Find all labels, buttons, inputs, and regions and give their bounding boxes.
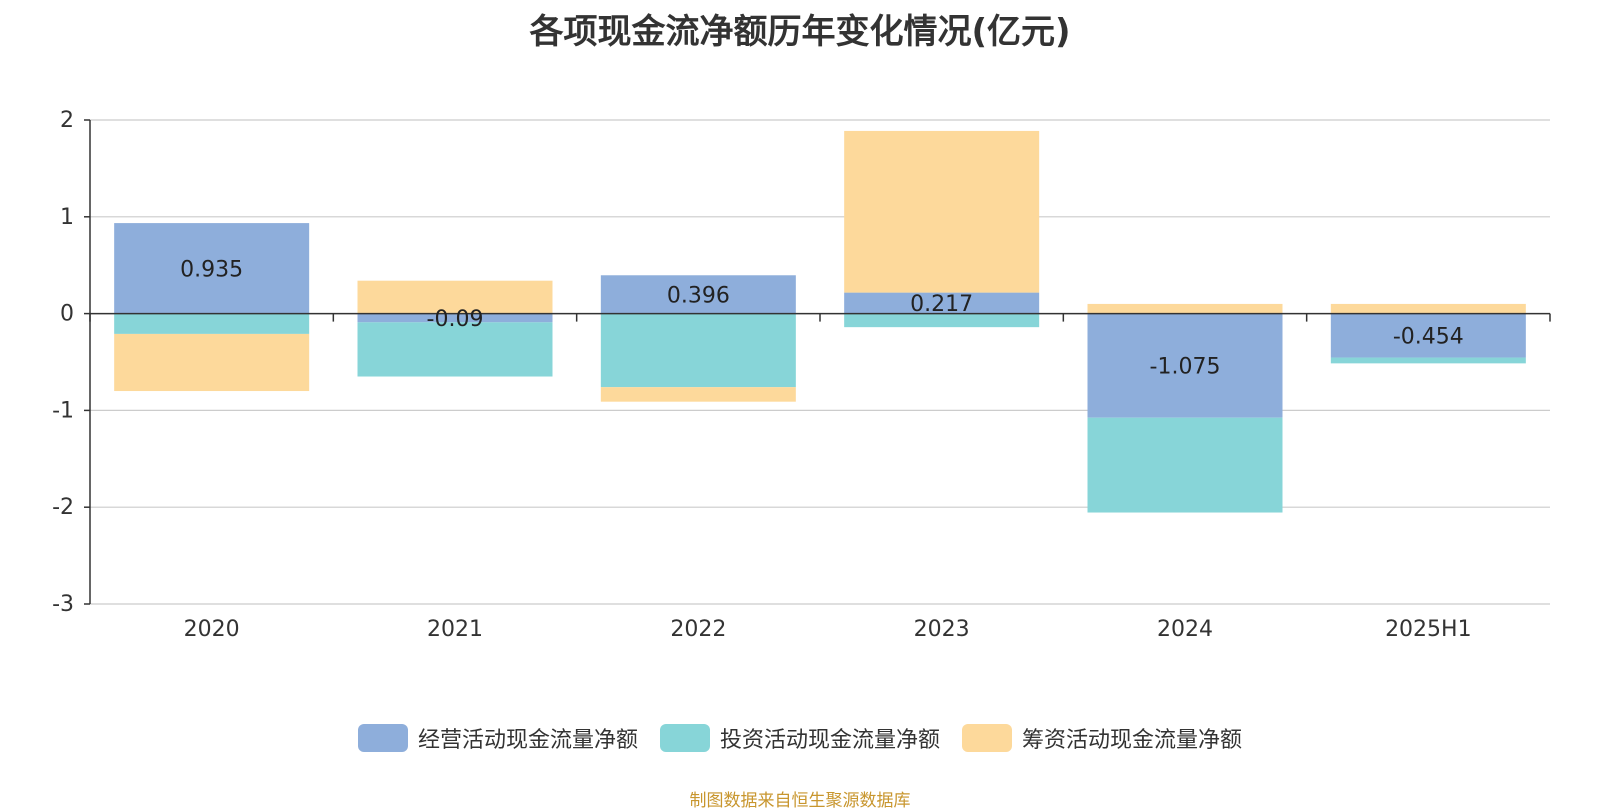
cashflow-bar-chart: 2 1 0 -1 -2 -3 2020 2021 2022 2023 2024 2025H1 0.935… [52, 108, 1551, 642]
y-tick-label: -1 [52, 398, 74, 423]
data-label: -1.075 [1150, 355, 1221, 380]
bar-operating [1087, 313, 1283, 418]
y-tick-label: 1 [60, 205, 74, 230]
bar-operating [1330, 313, 1526, 358]
chart-legend: 经营活动现金流量净额 投资活动现金流量净额 筹资活动现金流量净额 [0, 722, 1600, 754]
data-label: -0.454 [1393, 325, 1464, 350]
x-tick-label: 2023 [914, 617, 970, 642]
legend-swatch-investing [659, 724, 710, 752]
legend-swatch-operating [357, 724, 408, 752]
bar-operating [600, 275, 796, 314]
data-label: 0.217 [910, 292, 973, 317]
data-label: -0.09 [427, 307, 484, 332]
bar-financing [844, 130, 1040, 293]
y-tick-label: 2 [60, 108, 74, 133]
y-tick-label: -2 [52, 495, 74, 520]
bar-financing [357, 280, 553, 314]
data-label: 0.396 [667, 283, 730, 308]
data-source-note: 制图数据来自恒生聚源数据库 [689, 791, 911, 811]
legend-label-investing: 投资活动现金流量净额 [719, 728, 940, 753]
bar-financing [114, 333, 310, 392]
x-tick-label: 2020 [184, 617, 240, 642]
chart-title: 各项现金流净额历年变化情况(亿元) [529, 12, 1071, 52]
legend-label-financing: 筹资活动现金流量净额 [1022, 728, 1243, 753]
legend-item-financing[interactable]: 筹资活动现金流量净额 [962, 722, 1242, 754]
bar-investing [114, 313, 310, 334]
data-label: 0.935 [180, 257, 243, 282]
bar-investing [1330, 357, 1526, 364]
legend-item-operating[interactable]: 经营活动现金流量净额 [357, 722, 638, 754]
bar-investing [600, 313, 796, 388]
bar-investing [357, 322, 553, 377]
legend-swatch-financing [962, 724, 1012, 752]
bar-investing [1087, 417, 1283, 513]
x-tick-label: 2024 [1157, 617, 1213, 642]
bar-financing [600, 387, 796, 402]
x-tick-label: 2021 [427, 617, 483, 642]
y-tick-label: -3 [52, 592, 74, 617]
legend-item-investing[interactable]: 投资活动现金流量净额 [659, 722, 940, 754]
bar-financing [1087, 303, 1283, 314]
bar-operating [844, 292, 1040, 314]
legend-label-operating: 经营活动现金流量净额 [417, 728, 638, 753]
x-tick-label: 2025H1 [1385, 617, 1472, 642]
bar-operating [114, 223, 310, 314]
y-tick-label: 0 [60, 302, 74, 327]
bar-operating [357, 313, 553, 323]
x-tick-label: 2022 [670, 617, 726, 642]
bar-financing [1330, 303, 1526, 314]
bar-investing [844, 313, 1040, 328]
